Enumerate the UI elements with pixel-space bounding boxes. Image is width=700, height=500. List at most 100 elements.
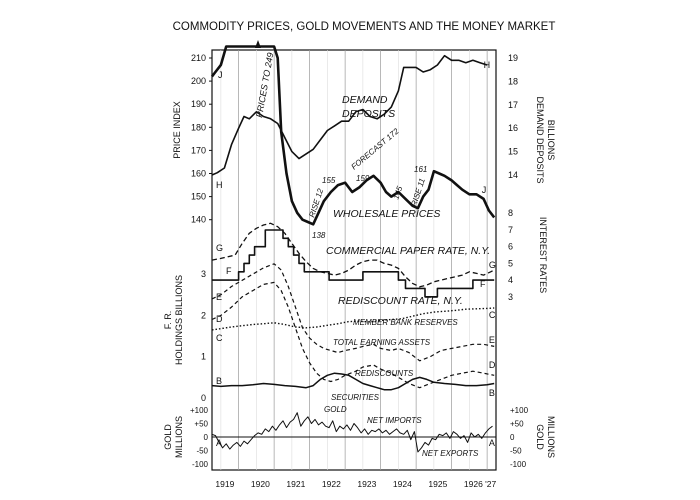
prices-arrow-icon — [255, 40, 261, 48]
gold-label-right-line1: GOLD — [535, 424, 545, 450]
x-tick-label: 1921 — [286, 479, 305, 489]
x-tick-label: 1919 — [215, 479, 234, 489]
series-line-D — [211, 281, 495, 389]
demand-deposits-tick: 19 — [508, 53, 518, 63]
price-index-label: PRICE INDEX — [172, 101, 182, 159]
series-line-A — [211, 412, 493, 453]
label-rediscounts: REDISCOUNTS — [355, 369, 414, 378]
x-tick-label: 1924 — [393, 479, 412, 489]
series-letter-A: A — [216, 438, 222, 448]
gold-tick-left: 0 — [204, 433, 209, 442]
label-commercial-paper: COMMERCIAL PAPER RATE, N.Y. — [326, 245, 490, 257]
interest-rate-tick: 3 — [508, 292, 513, 302]
series-line-F — [212, 229, 495, 298]
annotation-prices-to-249: PRICES TO 249 — [254, 52, 275, 119]
label-wholesale-prices: WHOLESALE PRICES — [333, 208, 440, 220]
label-securities: SECURITIES — [331, 393, 380, 402]
series-line-B — [211, 372, 495, 391]
series-line-G — [211, 222, 495, 288]
series-letter-B: B — [216, 376, 222, 386]
annotation-161: 161 — [414, 165, 427, 174]
x-tick-label: 1920 — [251, 479, 270, 489]
series-letter-G: G — [489, 260, 496, 270]
annotation-net-exports: NET EXPORTS — [422, 449, 479, 458]
gold-tick-left: -50 — [196, 447, 208, 456]
label-demand-deposits: DEMAND — [342, 94, 388, 106]
demand-deposits-label-line2: BILLIONS — [546, 120, 556, 161]
series-letter-F: F — [226, 266, 232, 276]
x-tick-label: '27 — [485, 479, 496, 489]
gold-tick-left: -100 — [192, 460, 209, 469]
gold-tick-right: 0 — [510, 433, 515, 442]
gold-tick-right: -50 — [510, 447, 522, 456]
fr-holdings-tick: 1 — [201, 352, 206, 362]
series-letter-B: B — [489, 388, 495, 398]
gold-tick-left: +100 — [190, 406, 209, 415]
demand-deposits-tick: 14 — [508, 170, 518, 180]
demand-deposits-tick: 15 — [508, 147, 518, 157]
fr-holdings-tick: 0 — [201, 393, 206, 403]
interest-rate-tick: 7 — [508, 225, 513, 235]
gold-label-left-line2: MILLIONS — [174, 416, 184, 458]
annotation-gold: GOLD — [324, 405, 347, 414]
chart-title: COMMODITY PRICES, GOLD MOVEMENTS AND THE… — [173, 21, 556, 33]
interest-rate-tick: 5 — [508, 258, 513, 268]
label-total-earning-assets: TOTAL EARNING ASSETS — [333, 338, 431, 347]
series-letter-J: J — [218, 70, 223, 80]
label-demand-deposits-2: DEPOSITS — [342, 108, 395, 120]
fr-holdings-tick: 2 — [201, 310, 206, 320]
series-line-H — [211, 54, 488, 176]
gold-tick-left: +50 — [194, 420, 208, 429]
series-letter-E: E — [216, 292, 222, 302]
x-tick-label: 1922 — [322, 479, 341, 489]
demand-deposits-tick: 8 — [508, 208, 513, 218]
fr-holdings-label: F. R. HOLDINGS BILLIONS — [163, 275, 184, 365]
series-line-C — [211, 307, 495, 331]
grid — [211, 49, 497, 471]
gold-label-left: GOLD MILLIONS — [163, 416, 184, 458]
series-line-J — [210, 45, 496, 226]
interest-rate-tick: 4 — [508, 275, 513, 285]
price-index-tick: 200 — [191, 76, 206, 86]
series-letter-H: H — [484, 60, 491, 70]
series-letter-A: A — [489, 438, 495, 448]
label-member-bank-reserves: MEMBER BANK RESERVES — [353, 318, 458, 327]
gold-label-left-line1: GOLD — [163, 424, 173, 450]
demand-deposits-tick: 16 — [508, 123, 518, 133]
series-letter-D: D — [216, 314, 223, 324]
series-letter-G: G — [216, 243, 223, 253]
series-line-E — [211, 263, 495, 362]
interest-rates-label: INTEREST RATES — [538, 217, 548, 293]
series-letter-F: F — [480, 279, 486, 289]
annotation-138: 138 — [312, 231, 326, 240]
series-letter-D: D — [489, 360, 496, 370]
annotation-rise-11: RISE 11 — [409, 177, 427, 208]
series-letter-E: E — [489, 335, 495, 345]
series-letter-H: H — [216, 180, 223, 190]
price-index-tick: 180 — [191, 122, 206, 132]
axis-ticks: 1919 1920 1921 1922 1923 1924 1925 1926'27 2 1 0 20… — [190, 53, 529, 489]
x-tick-label: 1923 — [357, 479, 376, 489]
fr-holdings-label-line2: HOLDINGS BILLIONS — [174, 275, 184, 365]
gold-tick-right: +100 — [510, 406, 529, 415]
annotation-145: 145 — [391, 185, 404, 201]
annotation-forecast-172: FORECAST 172 — [350, 126, 402, 171]
price-index-tick: 170 — [191, 145, 206, 155]
series-letter-J: J — [482, 185, 487, 195]
x-tick-label: 1925 — [428, 479, 447, 489]
price-index-tick: 150 — [191, 192, 206, 202]
demand-deposits-label: DEMAND DEPOSITS BILLIONS — [535, 96, 556, 183]
price-index-tick: 190 — [191, 99, 206, 109]
fr-holdings-label-line1: F. R. — [163, 311, 173, 330]
series-group — [210, 45, 496, 453]
price-index-tick: 140 — [191, 215, 206, 225]
demand-deposits-tick: 18 — [508, 76, 518, 86]
gold-tick-right: +50 — [510, 420, 524, 429]
fr-holdings-tick: 3 — [201, 269, 206, 279]
annotation-159: 159 — [356, 174, 370, 183]
annotation-155: 155 — [322, 176, 336, 185]
x-tick-label: 1926 — [464, 479, 483, 489]
demand-deposits-tick: 17 — [508, 100, 518, 110]
